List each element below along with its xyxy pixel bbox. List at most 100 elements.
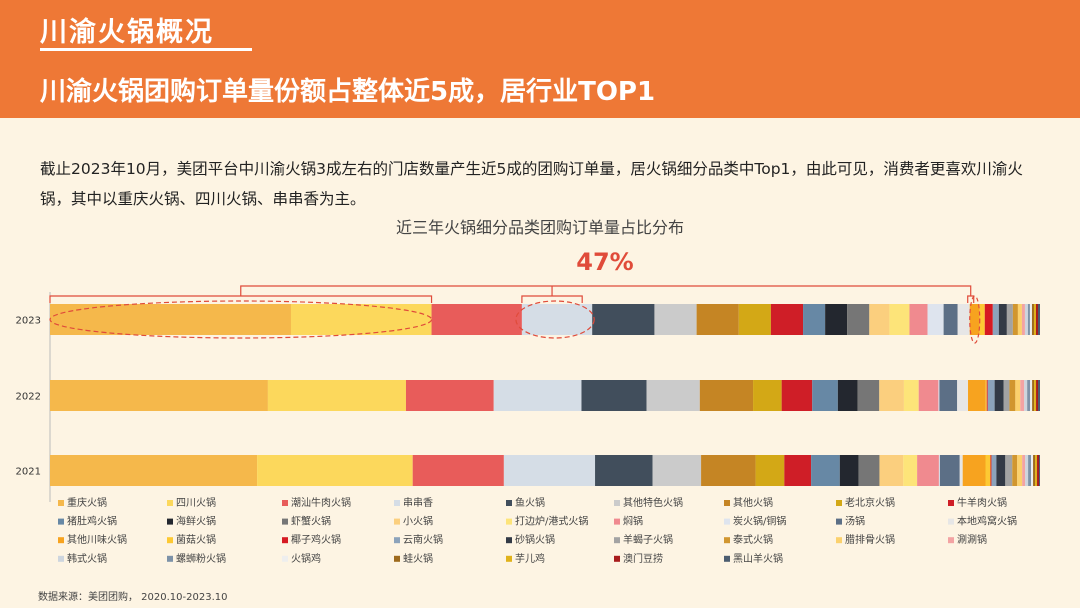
bar-segment — [879, 455, 904, 486]
legend-swatch — [614, 500, 620, 506]
bar-segment — [1035, 304, 1038, 335]
bar-segment — [811, 455, 840, 486]
page-subtitle: 川渝火锅团购订单量份额占整体近5成，居行业TOP1 — [40, 77, 656, 107]
bar-segment — [998, 304, 1007, 335]
bar-segment — [50, 304, 291, 335]
legend-swatch — [167, 555, 173, 562]
bar-segment — [1009, 380, 1016, 411]
legend-label: 云南火锅 — [403, 533, 443, 546]
bar-segment — [1033, 455, 1036, 486]
y-tick-label: 2023 — [16, 316, 41, 327]
bar-segment — [969, 304, 980, 335]
legend-swatch — [167, 500, 173, 506]
legend-swatch — [58, 537, 64, 544]
bar-segment — [652, 455, 702, 486]
bar-segment — [1033, 304, 1036, 335]
legend-label: 其他川味火锅 — [67, 533, 127, 546]
bar-segment — [962, 455, 986, 486]
bar-segment — [696, 304, 739, 335]
bar-segment — [257, 455, 413, 486]
bar-segment — [990, 455, 992, 486]
legend-swatch — [506, 537, 512, 544]
bar-segment — [1038, 380, 1040, 411]
data-source-note: 数据来源：美团团购， 2020.10-2023.10 — [38, 592, 228, 603]
legend-label: 螺蛳粉火锅 — [176, 552, 226, 565]
legend-swatch — [506, 555, 512, 562]
legend-label: 焖锅 — [623, 516, 643, 528]
bar-segment — [50, 380, 268, 411]
bar-segment — [992, 304, 999, 335]
legend-label: 潮汕牛肉火锅 — [291, 496, 351, 509]
bar-segment — [957, 380, 969, 411]
bar-segment — [1005, 455, 1013, 486]
bar-segment — [1037, 304, 1040, 335]
bracket — [49, 295, 433, 303]
legend-swatch — [58, 518, 64, 525]
legend-label: 腊排骨火锅 — [845, 533, 895, 546]
bar-segment — [918, 380, 939, 411]
legend-swatch — [614, 518, 620, 525]
bar-segment — [431, 304, 522, 335]
bar-segment — [857, 380, 880, 411]
bar-segment — [839, 455, 859, 486]
bar-segment — [825, 304, 848, 335]
legend-swatch — [836, 537, 842, 544]
bar-segment — [985, 380, 987, 411]
legend-label: 蛙火锅 — [403, 552, 433, 565]
legend-label: 老北京火锅 — [845, 496, 895, 509]
bar-segment — [903, 455, 918, 486]
bar-segment — [858, 455, 880, 486]
bar-segment — [267, 380, 406, 411]
legend-label: 海鲜火锅 — [176, 515, 216, 528]
bar-segment — [770, 304, 804, 335]
bar-segment — [503, 455, 596, 486]
legend-swatch — [394, 555, 400, 562]
bar-segment — [1035, 455, 1038, 486]
legend-swatch — [506, 518, 512, 525]
bar-segment — [1012, 304, 1018, 335]
legend-swatch — [394, 537, 400, 544]
bar-segment — [939, 380, 958, 411]
legend-swatch — [724, 518, 730, 525]
legend-swatch — [836, 518, 842, 525]
legend-swatch — [506, 500, 512, 506]
bar-segment — [938, 455, 940, 486]
legend-swatch — [394, 500, 400, 506]
highlight-ellipse — [969, 295, 981, 344]
legend-label: 其他特色火锅 — [623, 496, 683, 509]
bar-segment — [812, 380, 838, 411]
bar-segment — [1037, 455, 1040, 486]
y-tick-label: 2021 — [16, 467, 41, 478]
page-title: 川渝火锅概况 — [40, 17, 214, 48]
bar-segment — [654, 304, 697, 335]
legend-label: 黑山羊火锅 — [733, 552, 783, 565]
bar-segment — [1024, 380, 1028, 411]
legend-label: 椰子鸡火锅 — [291, 533, 341, 546]
legend-label: 砂锅火锅 — [515, 533, 555, 546]
legend-swatch — [614, 555, 620, 562]
legend-label: 本地鸡窝火锅 — [957, 515, 1017, 528]
bar-segment — [1024, 304, 1028, 335]
bar-segment — [1034, 380, 1037, 411]
bar-segment — [50, 455, 258, 486]
bar-segment — [903, 380, 919, 411]
legend-swatch — [282, 500, 288, 506]
bar-segment — [1031, 455, 1034, 486]
bar-segment — [984, 304, 993, 335]
legend-swatch — [167, 518, 173, 525]
bar-segment — [1012, 455, 1018, 486]
legend-label: 泰式火锅 — [733, 533, 773, 546]
bar-segment — [1027, 380, 1031, 411]
bar-segment — [290, 304, 432, 335]
legend-swatch — [948, 537, 954, 544]
bar-segment — [1003, 380, 1010, 411]
bar-segment — [957, 304, 970, 335]
legend-label: 牛羊肉火锅 — [957, 496, 1007, 509]
bar-segment — [879, 380, 904, 411]
bar-segment — [996, 455, 1006, 486]
bar-segment — [1017, 455, 1023, 486]
bar-segment — [753, 380, 782, 411]
chart-title: 近三年火锅细分品类团购订单量占比分布 — [396, 218, 684, 237]
legend-swatch — [948, 518, 954, 525]
bar-segment — [595, 455, 653, 486]
